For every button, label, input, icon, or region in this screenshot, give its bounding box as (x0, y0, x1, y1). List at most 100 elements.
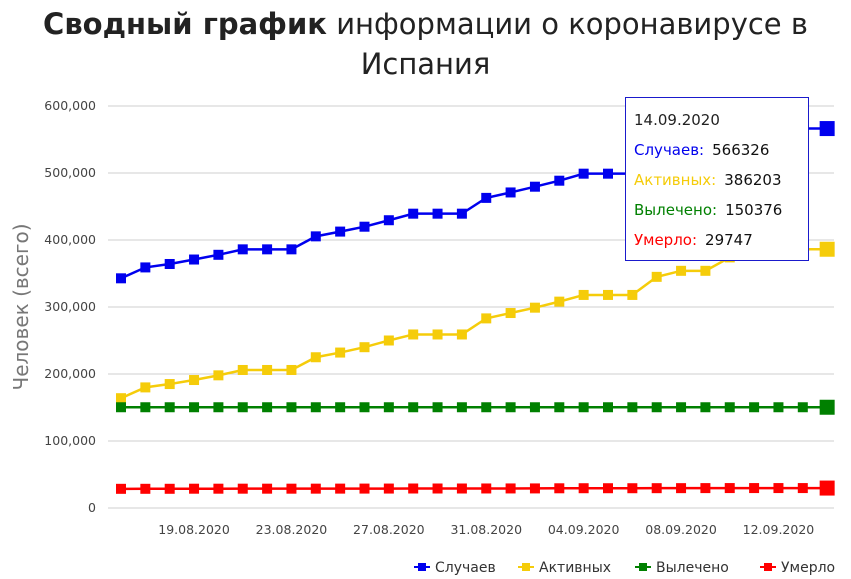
data-point-deaths (554, 483, 565, 494)
data-point-recovered (529, 402, 540, 413)
chart-title-bold: Сводный график (43, 7, 327, 41)
data-point-cases (164, 258, 175, 269)
data-point-cases (481, 192, 492, 203)
data-point-recovered (456, 402, 467, 413)
data-point-deaths (797, 483, 808, 494)
data-point-deaths (676, 483, 687, 494)
data-point-recovered (383, 402, 394, 413)
tooltip-date: 14.09.2020 (634, 111, 720, 129)
data-point-active (116, 393, 126, 404)
legend-label-cases: Случаев (435, 560, 496, 576)
data-point-deaths (773, 483, 784, 494)
data-point-active (505, 308, 516, 319)
legend-marker-point-cases (418, 563, 426, 571)
data-point-recovered (237, 402, 248, 413)
series-line-deaths (120, 486, 828, 491)
tooltip-row: Умерло: 29747 (634, 230, 800, 260)
legend-label-active: Активных (539, 560, 611, 576)
data-point-cases (383, 215, 394, 226)
data-point-active (481, 313, 492, 324)
data-point-deaths (481, 483, 492, 494)
data-point-deaths (310, 483, 321, 494)
data-point-cases (432, 208, 443, 219)
tooltip-row-label: Случаев: (634, 141, 705, 159)
data-point-recovered (408, 402, 419, 413)
legend-label-recovered: Вылечено (656, 560, 729, 576)
data-point-deaths (359, 483, 370, 494)
data-point-active (700, 265, 711, 276)
data-point-active (432, 329, 443, 340)
data-point-cases (310, 231, 321, 242)
data-point-deaths (432, 483, 443, 494)
data-point-deaths (529, 483, 540, 494)
data-point-recovered (676, 402, 687, 413)
data-point-cases (408, 208, 419, 219)
data-point-cases (578, 168, 589, 179)
data-point-deaths (408, 483, 419, 494)
legend-marker-point-deaths (764, 563, 772, 571)
legend-marker-point-recovered (639, 563, 647, 571)
data-point-cases (335, 226, 346, 237)
data-point-deaths (213, 483, 224, 494)
data-point-cases (359, 221, 370, 232)
y-tick-label: 500,000 (44, 165, 96, 180)
data-point-recovered (505, 402, 516, 413)
data-point-active (627, 289, 638, 300)
data-point-deaths (140, 483, 151, 494)
data-point-deaths (189, 483, 200, 494)
data-point-active (213, 370, 224, 381)
data-point-active (819, 241, 835, 257)
data-point-recovered (651, 402, 662, 413)
data-point-cases (456, 208, 467, 219)
data-point-active (335, 347, 346, 358)
data-point-deaths (383, 483, 394, 494)
tooltip-row-value: 386203 (724, 171, 782, 189)
y-tick-label: 0 (88, 500, 96, 515)
x-tick-label: 04.09.2020 (548, 522, 620, 537)
x-tick-label: 27.08.2020 (353, 522, 425, 537)
data-point-recovered (432, 402, 443, 413)
tooltip-row-label: Активных: (634, 171, 717, 189)
data-point-recovered (578, 402, 589, 413)
data-point-recovered (335, 402, 346, 413)
data-point-recovered (262, 402, 273, 413)
data-point-recovered (213, 402, 224, 413)
data-point-active (529, 302, 540, 313)
data-point-deaths (116, 483, 126, 494)
data-point-deaths (724, 483, 735, 494)
data-point-active (383, 335, 394, 346)
data-point-cases (505, 187, 516, 198)
y-tick-label: 100,000 (44, 433, 96, 448)
data-point-recovered (749, 402, 760, 413)
tooltip-row: Случаев: 566326 (634, 140, 800, 170)
tooltip-row-label: Умерло: (634, 231, 698, 249)
data-point-active (676, 265, 687, 276)
data-point-deaths (505, 483, 516, 494)
data-point-recovered (310, 402, 321, 413)
chart-title-rest: информации о коронавирусе в Испания (336, 7, 808, 81)
data-point-cases (819, 121, 835, 137)
data-point-deaths (749, 483, 760, 494)
x-tick-label: 23.08.2020 (256, 522, 328, 537)
data-point-deaths (237, 483, 248, 494)
data-point-deaths (819, 480, 835, 496)
data-point-cases (262, 244, 273, 255)
tooltip-row: Активных: 386203 (634, 170, 800, 200)
y-tick-label: 600,000 (44, 98, 96, 113)
chart-tooltip: 14.09.2020 Случаев: 566326 Активных: 386203… (625, 97, 809, 261)
data-point-recovered (603, 402, 613, 413)
tooltip-row: Вылечено: 150376 (634, 200, 800, 230)
data-point-recovered (286, 402, 297, 413)
x-tick-label: 31.08.2020 (450, 522, 522, 537)
data-point-cases (237, 244, 248, 255)
data-point-active (603, 289, 613, 300)
data-point-deaths (286, 483, 297, 494)
legend-label-deaths: Умерло (781, 560, 835, 576)
data-point-deaths (335, 483, 346, 494)
data-point-recovered (189, 402, 200, 413)
data-point-deaths (456, 483, 467, 494)
data-point-deaths (700, 483, 711, 494)
data-point-active (310, 352, 321, 363)
data-point-active (237, 364, 248, 375)
